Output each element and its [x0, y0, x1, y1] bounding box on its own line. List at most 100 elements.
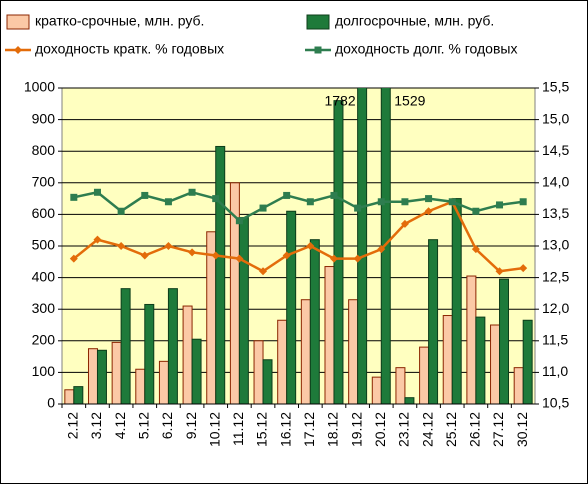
line-marker [93, 235, 102, 244]
x-tick-label: 27.12 [490, 412, 506, 447]
line-marker [140, 251, 149, 260]
line-marker [496, 201, 504, 209]
bar [309, 239, 320, 404]
y-tick-label: 700 [32, 174, 56, 190]
bar [277, 319, 288, 404]
bar [87, 348, 98, 404]
line-marker [306, 242, 315, 250]
line-marker [69, 254, 78, 263]
y2-tick-label: 15,5 [542, 79, 569, 95]
bar [120, 288, 131, 404]
y-tick-label: 400 [32, 268, 56, 284]
bar [324, 266, 335, 404]
bar [451, 198, 462, 404]
line-marker [282, 251, 291, 260]
bar [499, 278, 510, 404]
line-marker [377, 198, 385, 206]
line-marker [259, 204, 267, 212]
legend-swatch [306, 14, 330, 30]
y-tick-label: 800 [32, 142, 56, 158]
line-marker [141, 191, 149, 199]
x-tick-label: 19.12 [348, 412, 364, 447]
y2-tick-label: 13,5 [542, 205, 569, 221]
line-marker [259, 267, 268, 276]
bar [96, 349, 107, 404]
x-tick-label: 26.12 [467, 412, 483, 447]
legend-label: долгосрочные, млн. руб. [335, 13, 494, 29]
y2-tick-label: 15,0 [542, 110, 569, 126]
bar [404, 397, 415, 404]
line-marker [117, 242, 126, 250]
legend-label: кратко-срочные, млн. руб. [35, 13, 204, 29]
line-marker [401, 198, 409, 206]
bar [513, 367, 524, 404]
line-series [73, 190, 524, 223]
bar [135, 368, 146, 404]
line-marker [353, 254, 362, 263]
bar [158, 360, 169, 404]
y-tick-label: 500 [32, 237, 56, 253]
line-marker [306, 198, 314, 206]
x-tick-label: 11.12 [230, 412, 246, 446]
y-tick-label: 100 [32, 363, 56, 379]
y-tick-label: 300 [32, 300, 56, 316]
x-tick-label: 25.12 [443, 412, 459, 447]
bar [490, 324, 501, 404]
x-tick-label: 20.12 [372, 412, 388, 447]
line-marker [495, 267, 504, 276]
y-tick-label: 600 [32, 205, 56, 221]
line-marker [472, 207, 480, 215]
line-marker [329, 254, 338, 263]
bar [191, 338, 202, 404]
x-tick-label: 16.12 [277, 412, 293, 447]
line-marker [354, 204, 362, 212]
bar [167, 288, 178, 404]
line-marker [400, 219, 409, 228]
bar [64, 389, 75, 404]
bar [466, 275, 477, 404]
line-marker [377, 245, 386, 254]
bar [333, 100, 344, 404]
x-tick-label: 9.12 [183, 412, 199, 439]
bar [111, 341, 122, 404]
line-marker [188, 248, 197, 257]
x-tick-label: 2.12 [65, 412, 81, 439]
legend-label: доходность долг. % годовых [335, 41, 517, 57]
y-tick-label: 200 [32, 332, 56, 348]
line-marker [93, 188, 101, 196]
bar [286, 210, 297, 404]
y2-tick-label: 10,5 [542, 395, 569, 411]
y2-tick-label: 11,5 [542, 332, 568, 348]
y-tick-label: 1000 [24, 79, 55, 95]
bar [348, 299, 359, 404]
y2-tick-label: 14,0 [542, 174, 569, 190]
line-marker [330, 191, 338, 199]
legend-marker [14, 46, 22, 54]
bar [262, 359, 273, 404]
x-tick-label: 17.12 [301, 412, 317, 447]
bar [238, 217, 249, 404]
x-tick-label: 30.12 [514, 412, 530, 447]
bar [419, 346, 430, 404]
bar [73, 386, 84, 404]
bar [371, 376, 382, 404]
bar [522, 319, 533, 404]
legend-label: доходность кратк. % годовых [35, 41, 224, 57]
bar-value-label: 1529 [394, 93, 425, 109]
y-tick-label: 0 [47, 395, 55, 411]
line-marker [164, 242, 173, 250]
bar [253, 340, 264, 404]
bar [182, 305, 193, 404]
bar [357, 88, 368, 404]
x-tick-label: 10.12 [206, 412, 222, 447]
x-tick-label: 24.12 [419, 412, 435, 447]
line-marker [519, 198, 527, 206]
line-marker [235, 217, 243, 225]
x-tick-label: 15.12 [254, 412, 270, 447]
x-tick-label: 3.12 [88, 412, 104, 439]
y2-tick-label: 12,5 [542, 268, 569, 284]
line-marker [188, 188, 196, 196]
line-marker [117, 207, 125, 215]
line-marker [283, 191, 291, 199]
